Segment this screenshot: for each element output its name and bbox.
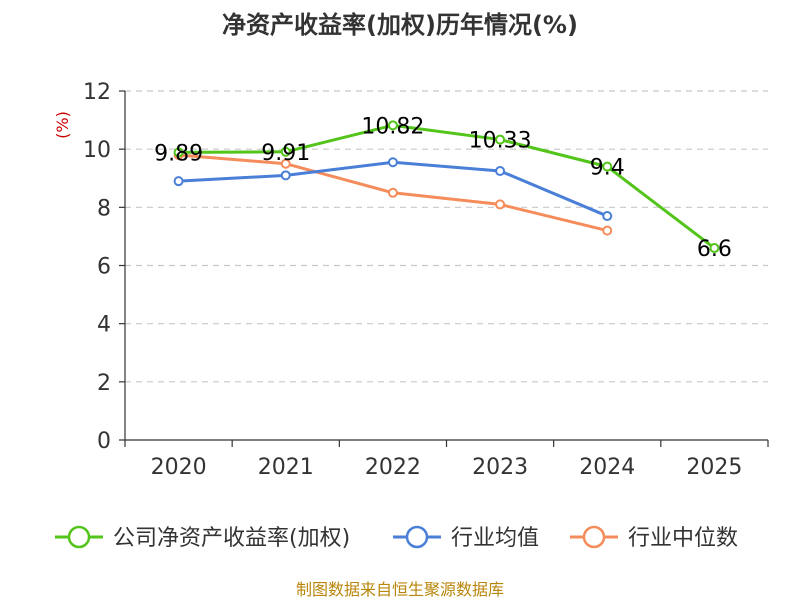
x-tick-label: 2025	[686, 455, 742, 480]
series-point-0	[280, 146, 291, 157]
legend-label: 公司净资产收益率(加权)	[113, 526, 350, 551]
y-tick-label: 6	[97, 255, 111, 280]
series-point-0	[709, 243, 720, 254]
series-point-0	[387, 120, 398, 131]
y-tick-label: 0	[97, 429, 111, 454]
series-point-2	[280, 158, 291, 169]
legend-label: 行业均值	[451, 526, 539, 551]
series-point-0	[495, 134, 506, 145]
series-point-2	[495, 199, 506, 210]
y-axis-unit: (%)	[53, 111, 72, 139]
series-layer	[173, 120, 720, 254]
data-label: 10.33	[469, 129, 532, 154]
legend: 公司净资产收益率(加权) 行业均值 行业中位数	[55, 525, 738, 551]
source-note: 制图数据来自恒生聚源数据库	[296, 580, 504, 599]
legend-item-0[interactable]: 公司净资产收益率(加权)	[55, 525, 350, 551]
series-point-1	[280, 170, 291, 181]
y-tick-label: 12	[83, 80, 111, 105]
x-tick-label: 2024	[579, 455, 635, 480]
x-tick-label: 2020	[151, 455, 207, 480]
data-label: 10.82	[361, 114, 424, 139]
x-tick-label: 2022	[365, 455, 421, 480]
data-labels: 9.89 9.91 10.82 10.33 9.4 6.6	[154, 114, 732, 262]
grid-lines	[125, 90, 768, 383]
y-tick-label: 10	[83, 138, 111, 163]
legend-marker	[582, 525, 606, 549]
series-point-1	[495, 165, 506, 176]
legend-item-1[interactable]: 行业均值	[393, 525, 539, 551]
series-line-0	[178, 123, 716, 250]
data-label: 6.6	[697, 237, 732, 262]
series-point-0	[173, 147, 184, 158]
series-point-1	[602, 211, 613, 222]
series-point-2	[602, 225, 613, 236]
x-tick-label: 2023	[472, 455, 528, 480]
legend-item-2[interactable]: 行业中位数	[570, 525, 738, 551]
x-tick-label: 2021	[258, 455, 314, 480]
legend-marker	[405, 525, 429, 549]
data-label: 9.89	[154, 141, 203, 166]
series-point-0	[602, 161, 613, 172]
x-axis-ticks: 2020 2021 2022 2023 2024 2025	[124, 440, 769, 480]
series-point-1	[173, 176, 184, 187]
y-tick-label: 2	[97, 371, 111, 396]
data-label: 9.4	[590, 156, 625, 181]
legend-label: 行业中位数	[628, 526, 738, 551]
legend-marker	[67, 525, 91, 549]
y-axis-ticks: 0 2 4 6 8 10 12	[83, 80, 125, 454]
series-point-1	[387, 157, 398, 168]
chart-title: 净资产收益率(加权)历年情况(%)	[222, 11, 578, 39]
y-tick-label: 8	[97, 196, 111, 221]
data-label: 9.91	[261, 141, 310, 166]
y-tick-label: 4	[97, 313, 111, 338]
series-point-2	[387, 187, 398, 198]
